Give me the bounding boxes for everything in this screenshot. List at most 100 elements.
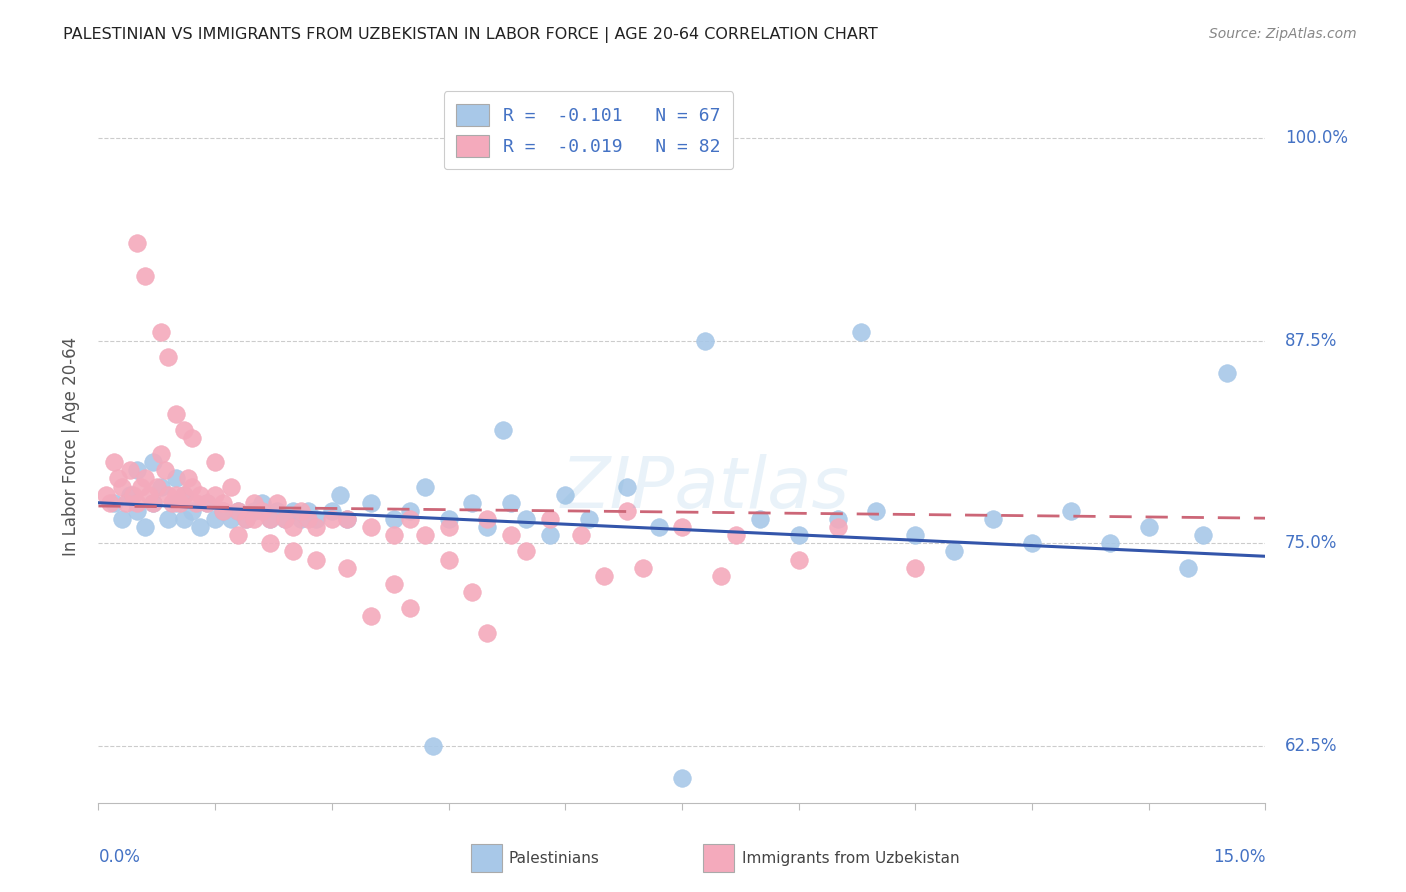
Point (1098, 536, 1121, 550)
Point (250, 496, 273, 510)
Point (228, 504, 250, 518)
Point (259, 512, 281, 526)
Point (235, 512, 257, 526)
Point (127, 504, 149, 518)
Legend: R =  -0.101   N = 67, R =  -0.019   N = 82: R = -0.101 N = 67, R = -0.019 N = 82 (444, 91, 734, 169)
Point (134, 268, 156, 283)
Point (297, 504, 319, 518)
Text: 0.0%: 0.0% (98, 848, 141, 866)
Point (103, 455, 125, 469)
Point (212, 504, 235, 518)
Point (1021, 536, 1043, 550)
Point (904, 528, 927, 542)
Point (1060, 504, 1083, 518)
Point (554, 488, 576, 502)
Point (212, 504, 235, 518)
Point (219, 479, 242, 493)
Point (290, 512, 312, 526)
Point (290, 504, 312, 518)
Point (305, 520, 328, 534)
Point (111, 512, 134, 526)
Point (173, 512, 195, 526)
Point (461, 585, 484, 599)
Point (180, 479, 202, 493)
Point (422, 739, 444, 753)
Point (142, 496, 165, 510)
Point (360, 496, 382, 510)
Point (134, 520, 156, 534)
Point (1137, 520, 1160, 534)
Point (671, 520, 693, 534)
Point (515, 512, 537, 526)
Point (631, 560, 654, 574)
Text: PALESTINIAN VS IMMIGRANTS FROM UZBEKISTAN IN LABOR FORCE | AGE 20-64 CORRELATION: PALESTINIAN VS IMMIGRANTS FROM UZBEKISTA… (63, 27, 877, 43)
Point (103, 496, 125, 510)
Point (827, 520, 849, 534)
Point (107, 471, 129, 485)
Point (180, 504, 202, 518)
Point (138, 488, 160, 502)
Point (305, 552, 328, 566)
Point (437, 520, 460, 534)
Text: 62.5%: 62.5% (1285, 737, 1337, 755)
Point (437, 512, 460, 526)
Point (329, 488, 352, 502)
Point (243, 496, 266, 510)
Point (281, 520, 304, 534)
Point (398, 601, 420, 615)
Point (671, 772, 693, 786)
Point (165, 488, 187, 502)
Point (188, 488, 211, 502)
Y-axis label: In Labor Force | Age 20-64: In Labor Force | Age 20-64 (62, 336, 80, 556)
Point (243, 512, 266, 526)
Point (336, 560, 359, 574)
Point (305, 512, 328, 526)
Point (538, 512, 561, 526)
Point (710, 568, 733, 582)
Point (477, 625, 499, 640)
Point (173, 423, 195, 437)
Point (281, 544, 304, 558)
Text: Immigrants from Uzbekistan: Immigrants from Uzbekistan (742, 851, 960, 865)
Point (787, 552, 810, 566)
Point (157, 512, 180, 526)
Point (281, 504, 304, 518)
Point (616, 504, 638, 518)
Point (578, 512, 600, 526)
Point (336, 512, 359, 526)
Point (413, 528, 436, 542)
Point (157, 488, 180, 502)
Point (461, 496, 484, 510)
Point (149, 326, 172, 340)
Point (127, 236, 149, 251)
Point (725, 528, 748, 542)
Point (118, 463, 141, 477)
Point (266, 504, 288, 518)
Point (204, 488, 226, 502)
Point (149, 447, 172, 461)
Point (114, 496, 136, 510)
Point (1177, 560, 1199, 574)
Point (153, 463, 176, 477)
Point (515, 544, 537, 558)
Point (122, 488, 145, 502)
Point (149, 479, 172, 493)
Point (165, 471, 187, 485)
Point (146, 479, 169, 493)
Point (695, 334, 717, 348)
Point (127, 463, 149, 477)
Point (593, 568, 616, 582)
Point (787, 528, 810, 542)
Point (274, 512, 297, 526)
Point (904, 560, 927, 574)
Point (477, 512, 499, 526)
Point (865, 504, 887, 518)
Point (165, 407, 187, 421)
Point (382, 577, 405, 591)
Point (274, 512, 297, 526)
Point (204, 512, 226, 526)
Point (173, 488, 195, 502)
Point (129, 479, 152, 493)
Point (184, 496, 207, 510)
Point (157, 350, 180, 364)
